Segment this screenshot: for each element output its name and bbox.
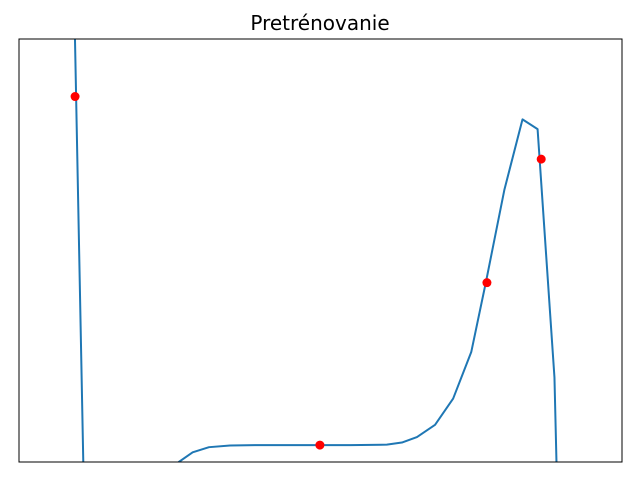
- marker-point: [70, 92, 80, 102]
- marker-point: [482, 278, 492, 288]
- plot-frame: [18, 38, 623, 463]
- marker-point: [536, 154, 546, 164]
- marker-point: [315, 440, 325, 450]
- chart-title: Pretrénovanie: [250, 11, 389, 35]
- series-line-1: [73, 39, 558, 462]
- plot-area: [19, 39, 622, 462]
- plot-content: [70, 39, 558, 462]
